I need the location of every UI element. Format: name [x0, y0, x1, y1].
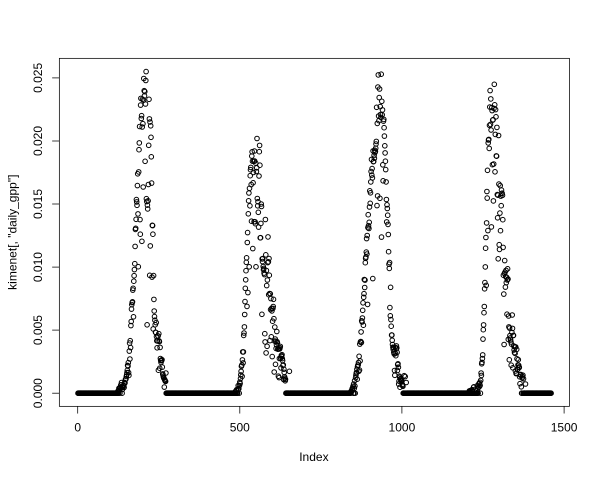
svg-text:0.015: 0.015	[31, 189, 45, 219]
svg-text:0.000: 0.000	[31, 378, 45, 408]
svg-text:0.025: 0.025	[31, 63, 45, 93]
svg-text:kimenet[, "daily_gpp"]: kimenet[, "daily_gpp"]	[5, 175, 19, 290]
svg-text:0.005: 0.005	[31, 315, 45, 345]
svg-text:0.020: 0.020	[31, 126, 45, 156]
svg-text:1500: 1500	[551, 420, 578, 434]
svg-text:Index: Index	[299, 450, 328, 464]
svg-text:500: 500	[230, 420, 250, 434]
svg-text:0.010: 0.010	[31, 252, 45, 282]
svg-text:1000: 1000	[389, 420, 416, 434]
svg-text:0: 0	[74, 420, 81, 434]
